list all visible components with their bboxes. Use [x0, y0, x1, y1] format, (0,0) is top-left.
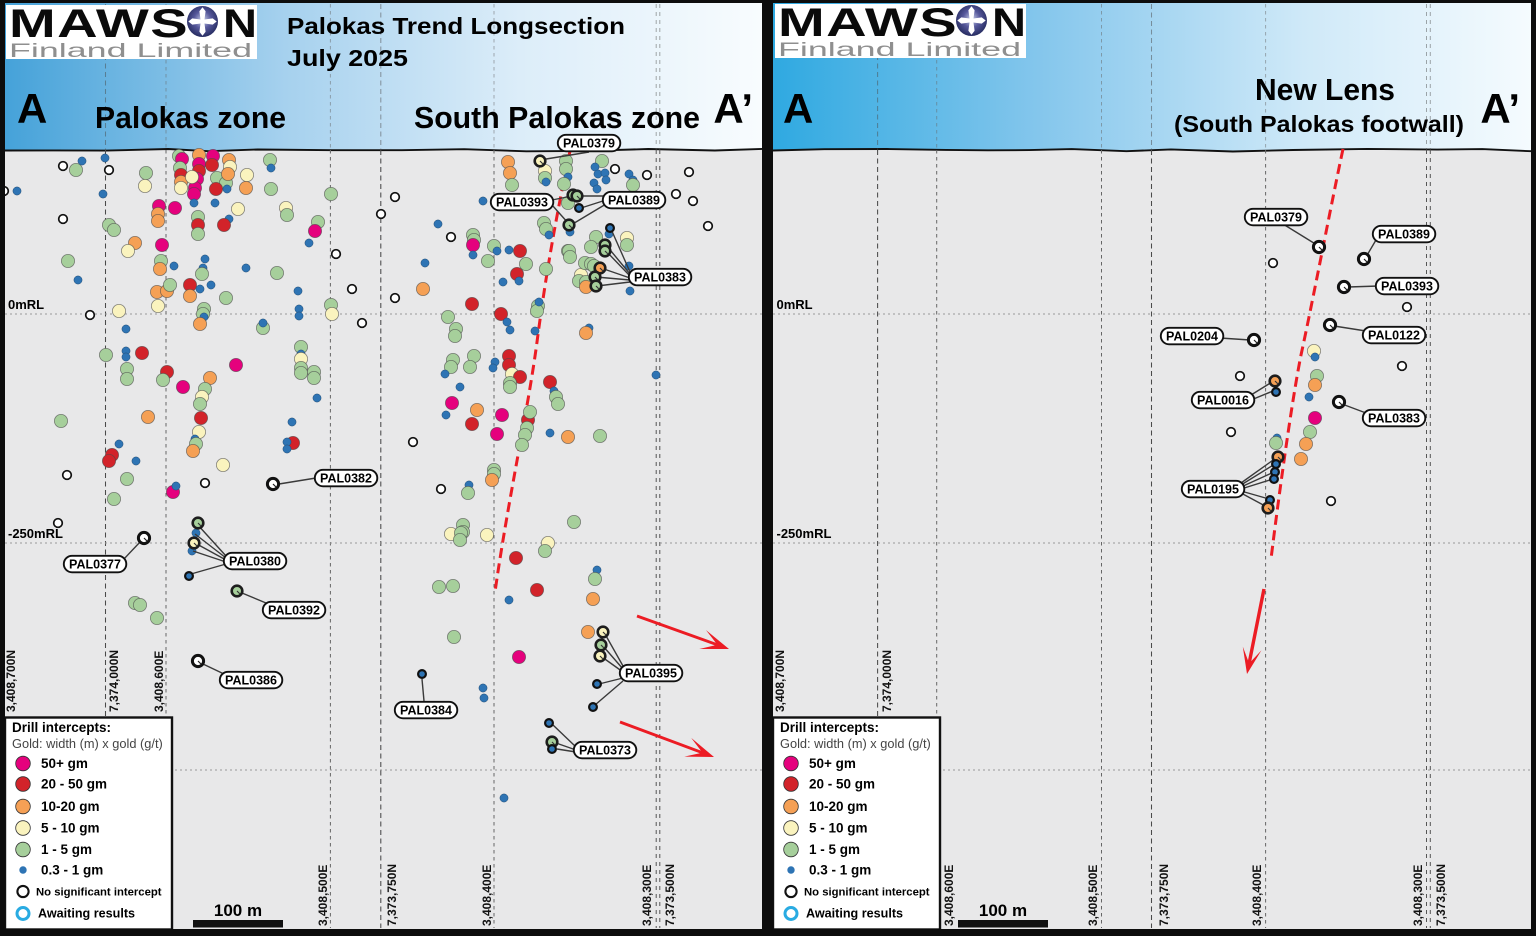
- svg-text:10-20 gm: 10-20 gm: [809, 799, 868, 814]
- svg-text:PAL0379: PAL0379: [563, 136, 615, 150]
- svg-text:0mRL: 0mRL: [8, 297, 44, 312]
- svg-text:PAL0379: PAL0379: [1250, 210, 1302, 224]
- svg-text:1 - 5 gm: 1 - 5 gm: [41, 842, 92, 857]
- svg-text:PAL0395: PAL0395: [625, 666, 677, 680]
- svg-text:7,373,500N: 7,373,500N: [663, 864, 677, 926]
- svg-text:Awaiting results: Awaiting results: [806, 907, 903, 921]
- svg-text:A: A: [783, 85, 813, 132]
- svg-text:3,408,400E: 3,408,400E: [480, 865, 494, 926]
- svg-text:0.3 - 1 gm: 0.3 - 1 gm: [809, 863, 871, 878]
- svg-text:5 - 10 gm: 5 - 10 gm: [41, 821, 100, 836]
- svg-text:Awaiting results: Awaiting results: [38, 907, 135, 921]
- svg-text:PAL0204: PAL0204: [1166, 329, 1218, 343]
- svg-text:7,374,000N: 7,374,000N: [880, 650, 894, 712]
- svg-text:20 - 50 gm: 20 - 50 gm: [809, 777, 875, 792]
- svg-text:Drill intercepts:: Drill intercepts:: [780, 720, 879, 735]
- svg-text:3,408,600E: 3,408,600E: [152, 651, 166, 712]
- svg-text:A: A: [17, 85, 47, 132]
- svg-text:100 m: 100 m: [214, 901, 262, 920]
- svg-text:50+ gm: 50+ gm: [41, 756, 88, 771]
- svg-text:PAL0383: PAL0383: [634, 270, 686, 284]
- svg-text:0mRL: 0mRL: [777, 297, 813, 312]
- svg-text:MAWS: MAWS: [778, 1, 958, 45]
- svg-text:10-20 gm: 10-20 gm: [41, 799, 100, 814]
- svg-text:7,373,750N: 7,373,750N: [385, 864, 399, 926]
- svg-text:3,408,300E: 3,408,300E: [640, 865, 654, 926]
- svg-text:No significant intercept: No significant intercept: [36, 887, 162, 899]
- svg-text:MAWS: MAWS: [9, 2, 189, 46]
- svg-text:3,408,300E: 3,408,300E: [1411, 865, 1425, 926]
- svg-text:3,408,400E: 3,408,400E: [1250, 865, 1264, 926]
- svg-text:1 - 5 gm: 1 - 5 gm: [809, 842, 860, 857]
- svg-text:7,373,750N: 7,373,750N: [1157, 864, 1171, 926]
- svg-text:PAL0377: PAL0377: [69, 557, 121, 571]
- svg-text:3,408,700N: 3,408,700N: [4, 650, 18, 712]
- svg-text:South Palokas zone: South Palokas zone: [414, 100, 700, 135]
- svg-text:7,373,500N: 7,373,500N: [1434, 864, 1448, 926]
- svg-text:-250mRL: -250mRL: [777, 526, 832, 541]
- svg-text:3,408,500E: 3,408,500E: [316, 865, 330, 926]
- svg-text:Gold: width (m) x gold (g/t): Gold: width (m) x gold (g/t): [12, 736, 163, 751]
- svg-text:PAL0393: PAL0393: [496, 195, 548, 209]
- svg-text:PAL0382: PAL0382: [320, 471, 372, 485]
- svg-text:A’: A’: [713, 85, 753, 132]
- svg-text:5 - 10 gm: 5 - 10 gm: [809, 821, 868, 836]
- svg-text:Gold: width (m) x gold (g/t): Gold: width (m) x gold (g/t): [780, 736, 931, 751]
- svg-text:PAL0380: PAL0380: [229, 554, 281, 568]
- svg-text:Palokas Trend Longsection: Palokas Trend Longsection: [287, 13, 625, 39]
- svg-text:3,408,500E: 3,408,500E: [1086, 865, 1100, 926]
- svg-text:Finland Limited: Finland Limited: [9, 40, 252, 62]
- svg-text:No significant intercept: No significant intercept: [804, 887, 930, 899]
- svg-text:Drill intercepts:: Drill intercepts:: [12, 720, 111, 735]
- svg-text:PAL0392: PAL0392: [268, 603, 320, 617]
- svg-text:N: N: [992, 1, 1026, 45]
- svg-text:100 m: 100 m: [979, 901, 1027, 920]
- svg-text:N: N: [223, 2, 257, 46]
- svg-text:7,374,000N: 7,374,000N: [107, 650, 121, 712]
- svg-text:0.3 - 1 gm: 0.3 - 1 gm: [41, 863, 103, 878]
- svg-text:A’: A’: [1480, 85, 1520, 132]
- svg-text:PAL0389: PAL0389: [1378, 227, 1430, 241]
- svg-text:50+ gm: 50+ gm: [809, 756, 856, 771]
- svg-text:PAL0373: PAL0373: [579, 743, 631, 757]
- svg-text:20 - 50 gm: 20 - 50 gm: [41, 777, 107, 792]
- svg-text:(South Palokas footwall): (South Palokas footwall): [1174, 111, 1464, 137]
- svg-text:PAL0383: PAL0383: [1368, 411, 1420, 425]
- svg-text:July 2025: July 2025: [287, 45, 408, 71]
- svg-text:3,408,600E: 3,408,600E: [942, 865, 956, 926]
- svg-text:3,408,700N: 3,408,700N: [773, 650, 787, 712]
- svg-text:PAL0016: PAL0016: [1197, 393, 1249, 407]
- svg-text:Finland Limited: Finland Limited: [778, 39, 1021, 61]
- svg-text:PAL0393: PAL0393: [1381, 279, 1433, 293]
- svg-text:PAL0195: PAL0195: [1187, 482, 1239, 496]
- svg-text:PAL0386: PAL0386: [225, 673, 277, 687]
- svg-text:Palokas zone: Palokas zone: [95, 100, 286, 135]
- svg-text:PAL0389: PAL0389: [608, 193, 660, 207]
- svg-text:-250mRL: -250mRL: [8, 526, 63, 541]
- svg-text:PAL0384: PAL0384: [400, 703, 452, 717]
- svg-text:New Lens: New Lens: [1255, 72, 1395, 107]
- svg-text:PAL0122: PAL0122: [1368, 328, 1420, 342]
